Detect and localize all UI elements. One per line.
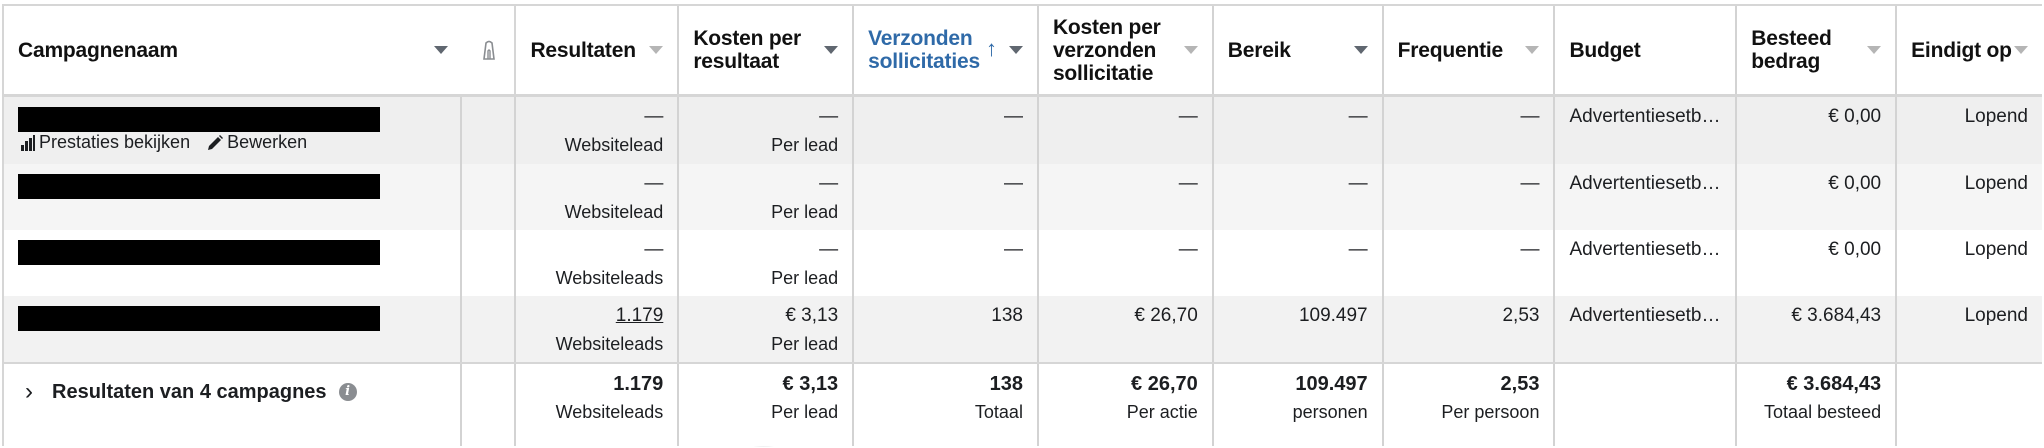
campaigns-table: Campagnenaam Resultaten Kosten per resul…: [2, 4, 2042, 446]
summary-frequency: 2,53 Per persoon: [1384, 364, 1556, 446]
table-header: Campagnenaam Resultaten Kosten per resul…: [4, 6, 2042, 97]
pencil-icon: [208, 134, 224, 150]
ends-cell: Lopend: [1964, 239, 2028, 260]
cost-per-application-cell: € 26,70: [1039, 296, 1214, 362]
summary-title-cell: › Resultaten van 4 campagnes i: [4, 364, 462, 446]
redacted-campaign-name: [18, 107, 380, 132]
cost-per-application-cell: —: [1039, 97, 1214, 164]
campaign-name-cell[interactable]: Prestaties bekijken Bewerken: [4, 97, 462, 164]
info-icon[interactable]: i: [338, 383, 357, 401]
cost-per-result-cell: — Per lead: [679, 164, 855, 230]
summary-title: Resultaten van 4 campagnes: [52, 380, 327, 403]
results-cell: — Websiteleads: [516, 230, 680, 296]
bar-chart-icon: [21, 134, 35, 151]
frequency-cell: —: [1384, 164, 1556, 230]
summary-applications: 138 Totaal: [854, 364, 1039, 446]
applications-cell: —: [854, 97, 1039, 164]
cost-per-application-cell: —: [1039, 230, 1214, 296]
expand-chevron-icon[interactable]: ›: [25, 378, 33, 405]
spent-cell: € 0,00: [1737, 164, 1898, 230]
summary-row: › Resultaten van 4 campagnes i 1.179 Webs…: [4, 362, 2042, 446]
summary-ends: [1897, 364, 2042, 446]
budget-cell[interactable]: Advertentiesetb…: [1555, 296, 1738, 362]
reach-cell: —: [1214, 164, 1384, 230]
reach-cell: 109.497: [1214, 296, 1384, 362]
ends-cell: Lopend: [1964, 305, 2028, 326]
frequency-cell: —: [1384, 230, 1556, 296]
summary-budget: [1555, 364, 1738, 446]
redacted-campaign-name: [18, 306, 380, 331]
col-header-reach[interactable]: Bereik: [1214, 6, 1384, 94]
spacer-cell: [462, 97, 517, 164]
results-cell: — Websitelead: [516, 97, 680, 164]
view-performance-link[interactable]: Prestaties bekijken: [20, 132, 190, 153]
campaign-name-cell[interactable]: [4, 296, 462, 362]
col-header-results[interactable]: Resultaten: [516, 6, 680, 94]
cost-per-result-cell: € 3,13 Per lead: [679, 296, 855, 362]
sort-dropdown-icon[interactable]: [1183, 46, 1198, 54]
cost-per-result-cell: — Per lead: [679, 97, 855, 164]
budget-cell[interactable]: Advertentiesetb…: [1555, 164, 1738, 230]
col-header-budget[interactable]: Budget: [1555, 6, 1738, 94]
sort-dropdown-icon[interactable]: [433, 46, 448, 54]
spent-cell: € 0,00: [1737, 97, 1898, 164]
reach-cell: —: [1214, 97, 1384, 164]
frequency-cell: 2,53: [1384, 296, 1556, 362]
col-header-ends[interactable]: Eindigt op: [1897, 6, 2042, 94]
summary-results: 1.179 Websiteleads: [516, 364, 680, 446]
ends-cell: Lopend: [1964, 106, 2028, 127]
col-header-pin[interactable]: [462, 6, 517, 94]
results-link[interactable]: 1.179: [615, 305, 664, 326]
spacer-cell: [462, 164, 517, 230]
sort-dropdown-icon[interactable]: [824, 46, 839, 54]
sort-dropdown-icon[interactable]: [1008, 46, 1023, 54]
col-header-applications[interactable]: Verzonden sollicitaties ↑: [854, 6, 1039, 94]
summary-reach: 109.497 personen: [1214, 364, 1384, 446]
spacer-cell: [462, 230, 517, 296]
col-header-campaign-name[interactable]: Campagnenaam: [4, 6, 462, 94]
sort-dropdown-icon[interactable]: [2013, 46, 2028, 54]
edit-link[interactable]: Bewerken: [206, 132, 307, 153]
row-actions: Prestaties bekijken Bewerken: [20, 132, 307, 153]
col-header-cost-per-result[interactable]: Kosten per resultaat: [679, 6, 855, 94]
sort-dropdown-icon[interactable]: [1353, 46, 1368, 54]
pin-column-icon[interactable]: [480, 39, 498, 61]
reach-cell: —: [1214, 230, 1384, 296]
ends-cell: Lopend: [1964, 173, 2028, 194]
applications-cell: —: [854, 230, 1039, 296]
spent-cell: € 0,00: [1737, 230, 1898, 296]
applications-cell: —: [854, 164, 1039, 230]
results-cell: — Websitelead: [516, 164, 680, 230]
table-row[interactable]: Prestaties bekijken Bewerken — Websitelea…: [4, 97, 2042, 164]
spacer-cell: [462, 364, 517, 446]
cost-per-application-cell: —: [1039, 164, 1214, 230]
summary-cost-per-result: € 3,13 Per lead: [679, 364, 855, 446]
summary-spent: € 3.684,43 Totaal besteed: [1737, 364, 1898, 446]
budget-cell[interactable]: Advertentiesetb…: [1555, 230, 1738, 296]
spent-cell: € 3.684,43: [1737, 296, 1898, 362]
campaign-name-cell[interactable]: [4, 164, 462, 230]
spacer-cell: [462, 296, 517, 362]
applications-cell: 138: [854, 296, 1039, 362]
summary-cost-per-application: € 26,70 Per actie: [1039, 364, 1214, 446]
table-row[interactable]: 1.179 Websiteleads € 3,13 Per lead 138 € 2…: [4, 296, 2042, 362]
sort-dropdown-icon[interactable]: [649, 46, 664, 54]
campaign-name-cell[interactable]: [4, 230, 462, 296]
col-header-spent[interactable]: Besteed bedrag: [1737, 6, 1898, 94]
cost-per-result-cell: — Per lead: [679, 230, 855, 296]
sort-dropdown-icon[interactable]: [1525, 46, 1540, 54]
results-cell[interactable]: 1.179 Websiteleads: [516, 296, 680, 362]
table-row[interactable]: — Websitelead — Per lead — — — — Advertent…: [4, 164, 2042, 230]
sort-ascending-icon[interactable]: ↑: [985, 36, 997, 61]
col-header-cost-per-application[interactable]: Kosten per verzonden sollicitatie: [1039, 6, 1214, 94]
sort-dropdown-icon[interactable]: [1867, 46, 1882, 54]
frequency-cell: —: [1384, 97, 1556, 164]
col-header-frequency[interactable]: Frequentie: [1384, 6, 1556, 94]
redacted-campaign-name: [18, 240, 380, 265]
redacted-campaign-name: [18, 174, 380, 199]
col-header-label: Campagnenaam: [18, 38, 178, 62]
budget-cell[interactable]: Advertentiesetb…: [1555, 97, 1738, 164]
table-row[interactable]: — Websiteleads — Per lead — — — — Adverten…: [4, 230, 2042, 296]
